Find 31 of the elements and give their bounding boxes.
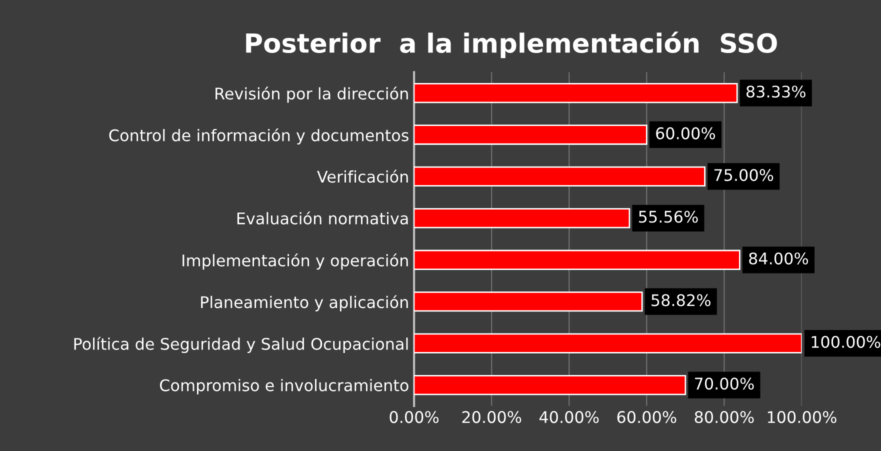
bar [414,82,738,104]
data-label: 100.00% [812,336,880,348]
x-tick-label: 0.00% [390,411,439,424]
data-label: 84.00% [749,252,808,265]
data-label: 58.82% [652,294,710,306]
y-tick-label: Planeamiento y aplicación [201,295,408,312]
x-tick-label: 40.00% [539,411,599,424]
data-label: 83.33% [746,86,806,98]
y-tick-label: Control de información y documentos [109,128,408,144]
bar [414,374,686,396]
y-tick-label: Revisión por la dirección [216,86,408,103]
bar [414,333,802,354]
bar [414,166,706,187]
x-tick-label: 100.00% [768,411,836,424]
y-tick-label: Evaluación normativa [237,211,408,224]
data-label: 70.00% [695,378,754,390]
bar [414,124,648,145]
data-label: 60.00% [656,127,716,140]
data-label: 55.56% [639,210,698,223]
data-label: 75.00% [714,169,774,182]
x-tick-label: 60.00% [617,411,676,424]
y-tick-label: Compromiso e involucramiento [160,378,408,394]
chart-title: Posterior a la implementación SSO [246,32,777,58]
bar [414,250,740,270]
bar [414,292,643,312]
y-tick-label: Política de Seguridad y Salud Ocupacional [74,336,408,354]
x-tick-label: 80.00% [694,411,754,424]
y-tick-label: Implementación y operación [182,254,408,270]
x-tick-label: 20.00% [462,411,522,424]
y-tick-label: Verificación [317,170,408,183]
bar [414,208,630,228]
